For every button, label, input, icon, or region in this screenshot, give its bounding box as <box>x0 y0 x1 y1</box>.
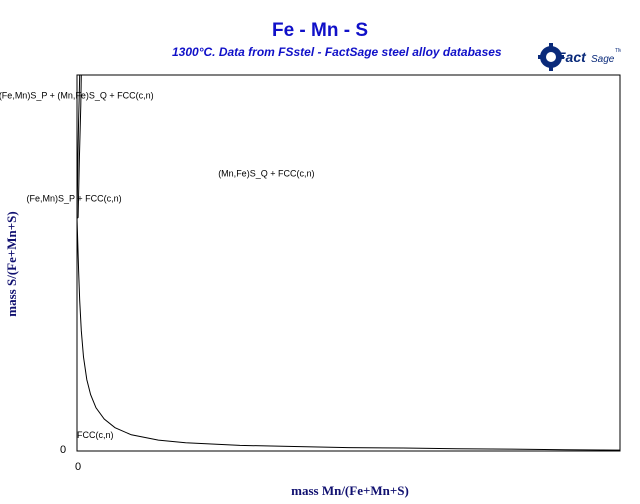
region-label-1: (Mn,Fe)S_Q + FCC(c,n) <box>218 169 314 179</box>
phase-boundary-0 <box>76 217 621 451</box>
chart-title: Fe - Mn - S <box>271 20 369 41</box>
region-label-3: FCC(c,n) <box>77 430 114 440</box>
y-axis-label-text: mass S/(Fe+Mn+S) <box>4 211 19 317</box>
plot-frame <box>76 74 621 452</box>
svg-text:Sage: Sage <box>591 54 615 65</box>
region-label-0: (Fe,Mn)S_P + (Mn,Fe)S_Q + FCC(c,n) <box>0 91 154 101</box>
phase-boundary-1 <box>76 74 81 218</box>
region-label-2: (Fe,Mn)S_P + FCC(c,n) <box>27 194 122 204</box>
phase-boundary-2 <box>77 74 82 218</box>
svg-text:TM: TM <box>615 48 621 54</box>
x-axis-label: mass Mn/(Fe+Mn+S) <box>291 483 409 498</box>
svg-text:Fact: Fact <box>557 49 587 65</box>
y-tick-label-0: 0 <box>60 444 66 456</box>
chart-subtitle: 1300°C. Data from FSstel - FactSage stee… <box>172 45 502 59</box>
factsage-logo-mark <box>538 43 564 71</box>
factsage-logo: Fact Sage TM <box>538 43 621 71</box>
x-tick-label-0: 0 <box>75 461 81 473</box>
y-axis-label: mass S/(Fe+Mn+S) <box>2 211 22 316</box>
